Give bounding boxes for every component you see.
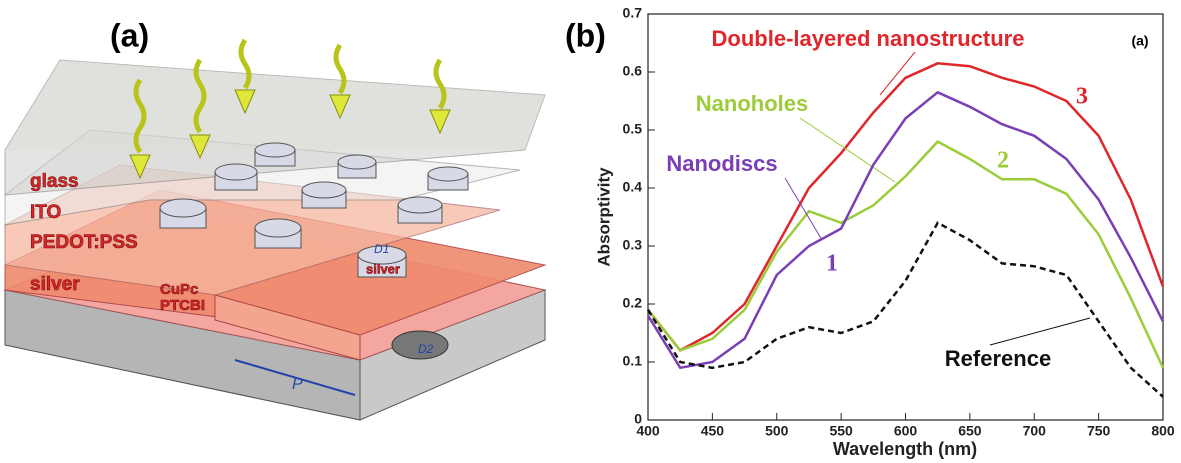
x-tick-label: 500	[765, 423, 789, 439]
x-tick-label: 750	[1087, 423, 1111, 439]
y-tick-label: 0	[634, 411, 642, 427]
layer-label: silver	[30, 274, 80, 295]
dimension-label: D2	[418, 342, 434, 356]
series-label: Reference	[945, 346, 1051, 371]
series-line	[647, 140, 1165, 369]
layer-label: PTCBI	[160, 297, 205, 314]
series-line	[646, 90, 1165, 370]
leader-line	[989, 317, 1091, 346]
panel-label: (b)	[565, 17, 606, 53]
x-axis-label: Wavelength (nm)	[833, 439, 977, 459]
chart-inset-label: (a)	[1131, 33, 1148, 49]
layer-label: glass	[30, 171, 79, 192]
series-label: Nanodiscs	[666, 151, 777, 176]
y-tick-label: 0.6	[623, 63, 643, 79]
layer-label: ITO	[30, 202, 61, 223]
leader-line	[879, 51, 916, 96]
disc-label: silver	[366, 261, 400, 276]
y-tick-label: 0.1	[623, 353, 643, 369]
x-tick-label: 400	[636, 423, 660, 439]
series-line	[646, 221, 1164, 398]
leader-line	[799, 117, 896, 183]
x-tick-label: 600	[894, 423, 918, 439]
y-axis-label: Absorptivity	[594, 167, 613, 267]
series-label: Nanoholes	[696, 91, 808, 116]
leader-line	[784, 177, 823, 241]
curve-number: 1	[826, 251, 838, 277]
dimension-label: D1	[374, 242, 389, 256]
organic-front	[214, 294, 361, 361]
y-tick-label: 0.2	[623, 295, 643, 311]
y-tick-label: 0.4	[623, 179, 643, 195]
layer-label: PEDOT:PSS	[30, 232, 138, 253]
x-tick-label: 650	[958, 423, 982, 439]
series-label: Double-layered nanostructure	[712, 26, 1025, 51]
x-tick-label: 700	[1023, 423, 1047, 439]
curve-number: 2	[997, 148, 1009, 174]
y-tick-label: 0.3	[623, 237, 643, 253]
series-line	[647, 62, 1165, 352]
layer-label: CuPc	[160, 281, 198, 298]
hole	[391, 330, 449, 360]
curve-number: 3	[1076, 84, 1088, 110]
y-tick-label: 0.7	[623, 5, 643, 21]
x-tick-label: 800	[1151, 423, 1175, 439]
discs	[159, 142, 469, 278]
x-tick-label: 550	[829, 423, 853, 439]
light-arrows	[133, 38, 447, 154]
y-tick-label: 0.5	[623, 121, 643, 137]
glass-top	[5, 60, 545, 150]
x-tick-label: 450	[701, 423, 725, 439]
period-line	[234, 359, 356, 396]
device-diagram: glass ITO PEDOT:PSS silver CuPc PTCBI si…	[3, 38, 547, 421]
panel-label: (a)	[110, 17, 149, 53]
arrow-heads	[129, 89, 451, 180]
dimension-label: P	[292, 376, 303, 393]
